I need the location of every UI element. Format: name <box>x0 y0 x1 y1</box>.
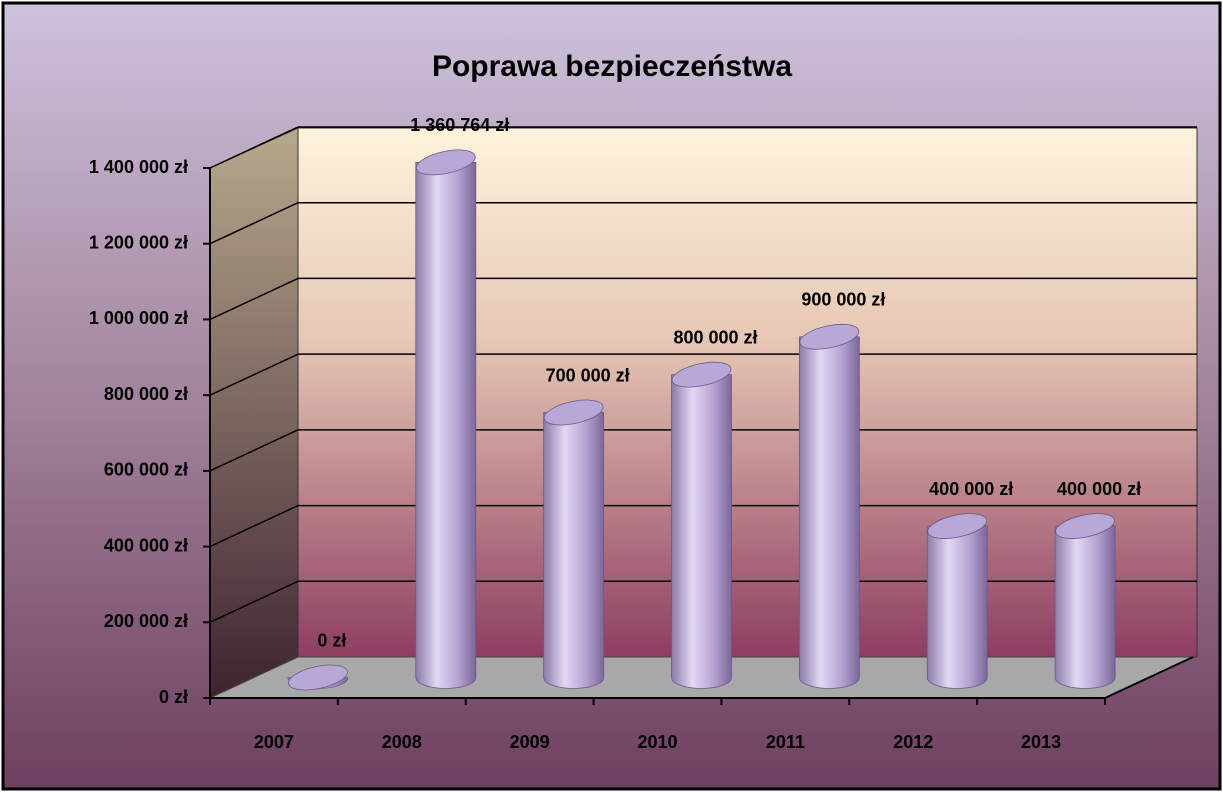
y-tick-label: 1 200 000 zł <box>89 232 188 252</box>
grid-line <box>209 126 299 169</box>
y-tick-label: 200 000 zł <box>104 611 188 631</box>
grid-line <box>209 277 299 321</box>
bar <box>798 323 860 689</box>
y-tick-label: 0 zł <box>159 687 188 707</box>
bar-body <box>543 412 605 689</box>
bar <box>415 149 477 689</box>
y-tick-label: 800 000 zł <box>104 384 188 404</box>
grid-line <box>209 353 299 396</box>
bar-top <box>1055 513 1115 539</box>
bar-top <box>415 149 476 176</box>
bar <box>543 399 605 689</box>
bar <box>926 513 988 689</box>
x-tick-label: 2013 <box>1021 732 1061 752</box>
data-label: 400 000 zł <box>1057 479 1141 499</box>
data-label: 700 000 zł <box>546 365 630 385</box>
bar <box>671 361 732 689</box>
bar-top <box>799 323 860 350</box>
bar-top <box>927 513 988 539</box>
side-wall <box>209 127 299 699</box>
bar-body <box>415 161 477 689</box>
data-label: 400 000 zł <box>929 479 1013 499</box>
bar-body <box>671 374 732 689</box>
bar-body <box>1054 525 1116 689</box>
data-label: 900 000 zł <box>801 290 885 310</box>
x-tick-label: 2009 <box>510 732 550 752</box>
chart-title: Poprawa bezpieczeństwa <box>432 50 792 83</box>
bar <box>287 664 349 691</box>
x-tick-label: 2007 <box>254 732 294 752</box>
data-label: 0 zł <box>317 630 346 650</box>
x-tick-label: 2008 <box>382 732 422 752</box>
x-tick-label: 2012 <box>893 732 933 752</box>
y-tick-label: 400 000 zł <box>104 535 188 555</box>
floor-edge <box>1104 656 1194 699</box>
bar-body <box>798 336 860 689</box>
x-tick-label: 2011 <box>766 732 805 752</box>
bar-body <box>926 525 988 689</box>
data-label: 800 000 zł <box>673 327 757 347</box>
y-tick-label: 1 000 000 zł <box>89 308 188 328</box>
bar-top <box>543 399 604 426</box>
grid-line <box>209 580 299 623</box>
y-tick-label: 600 000 zł <box>104 460 188 480</box>
bar <box>1054 513 1116 689</box>
grid-line <box>209 202 299 245</box>
bar-top <box>288 664 348 691</box>
grid-line <box>209 504 299 548</box>
y-tick-label: 1 400 000 zł <box>89 157 188 177</box>
grid-line <box>209 429 299 472</box>
bar-top <box>671 361 732 388</box>
data-label: 1 360 764 zł <box>410 115 509 135</box>
x-tick-label: 2010 <box>637 732 677 752</box>
